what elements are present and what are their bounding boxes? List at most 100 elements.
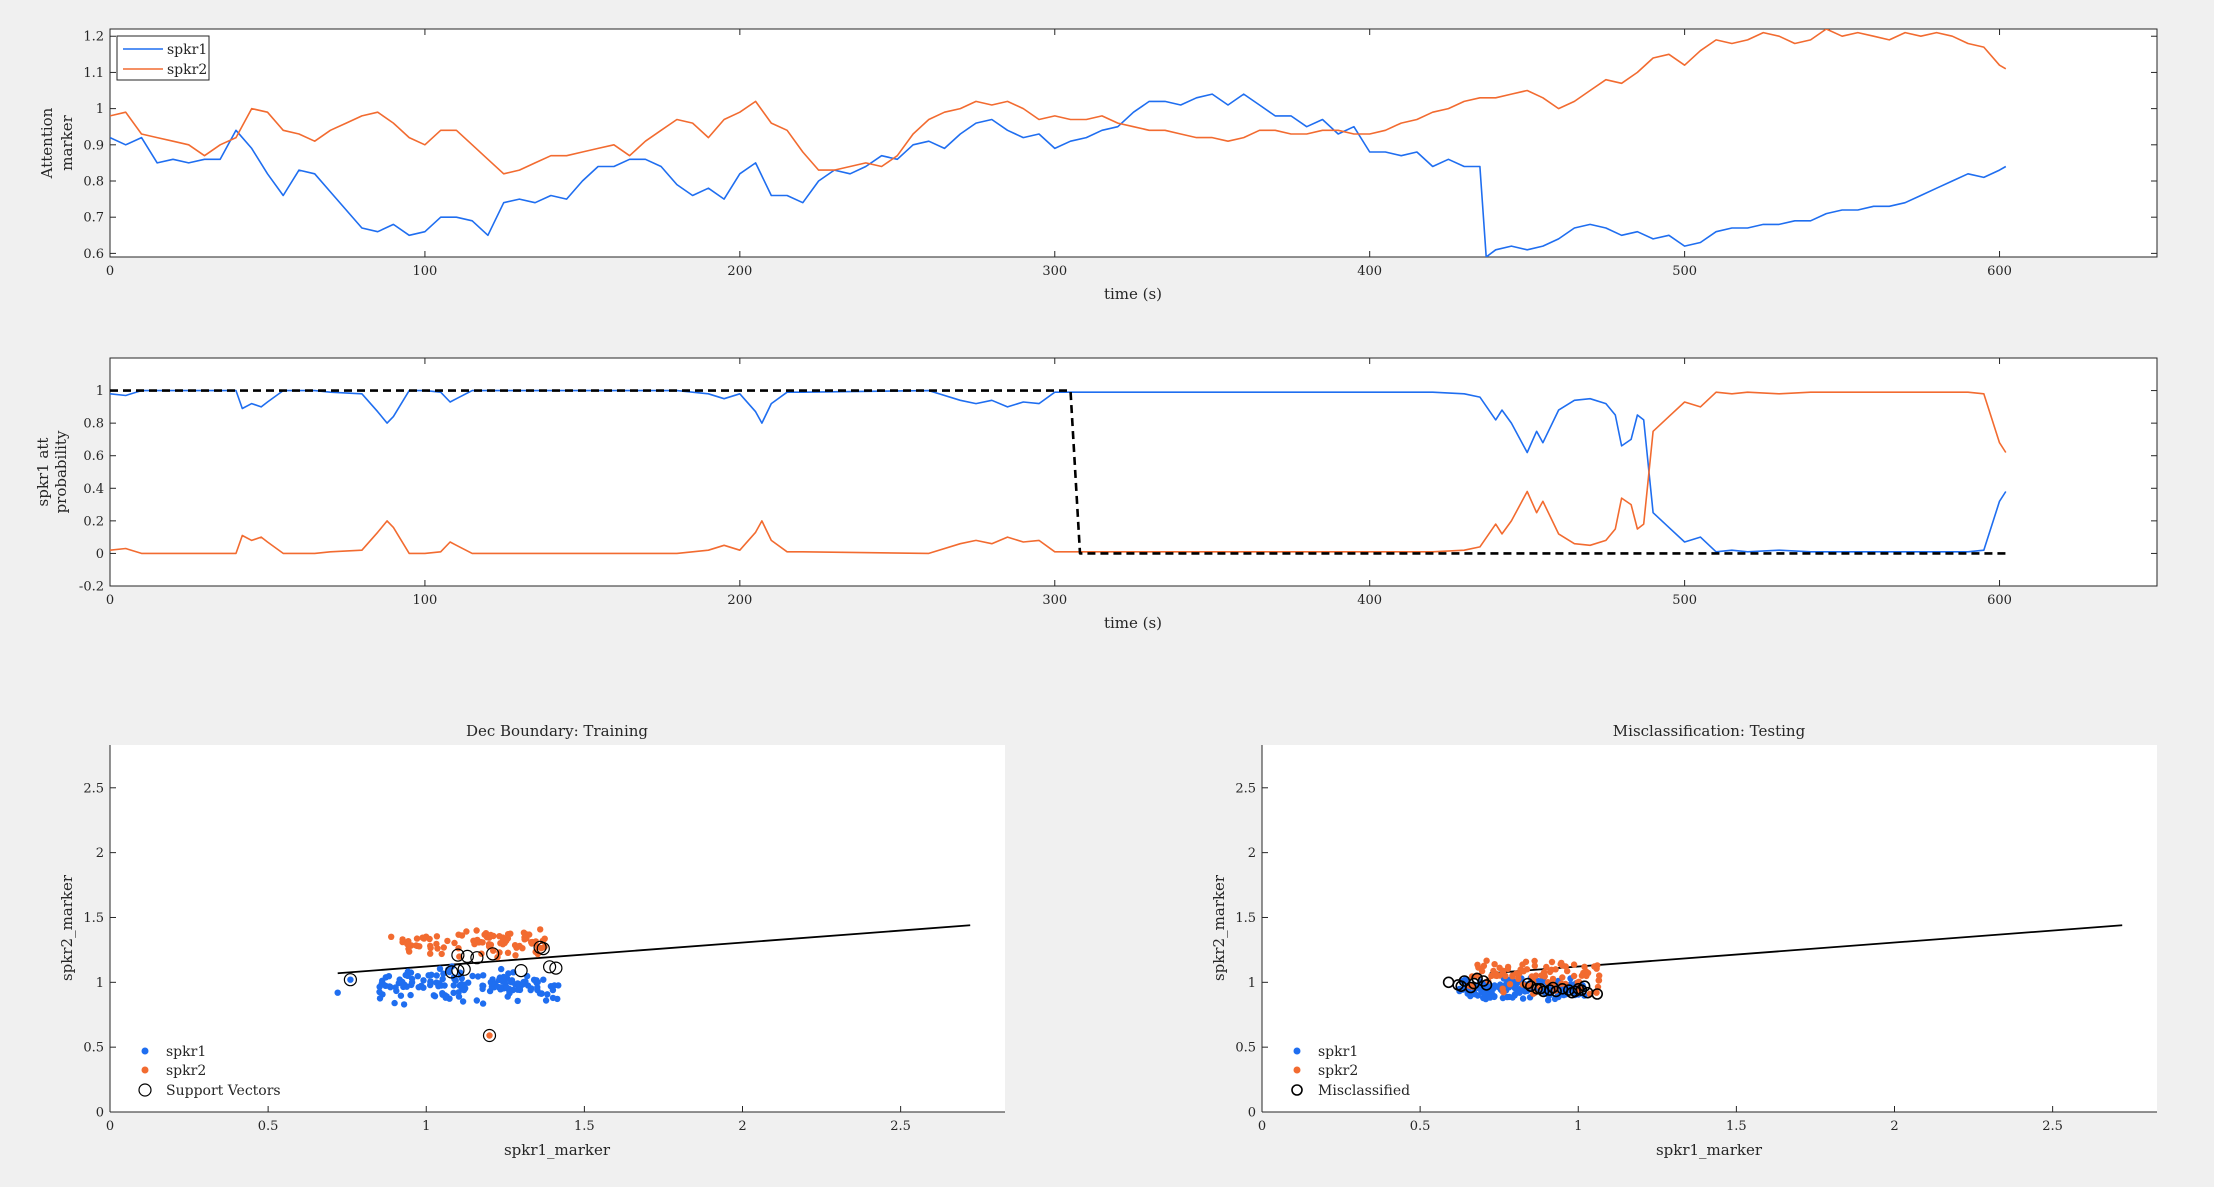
testing-legend-spkr2-marker [1293, 1066, 1301, 1074]
attention-series [110, 29, 2007, 257]
training-spkr2-point [487, 931, 494, 939]
training-spkr1-point [479, 985, 486, 993]
testing-ytick-label: 1.5 [1235, 911, 1256, 926]
training-spkr1-point [480, 972, 487, 979]
training-spkr1-point [400, 1001, 408, 1008]
testing-spkr2-point [1523, 966, 1531, 973]
training-spkr2-point [486, 1032, 493, 1039]
training-decision-line [337, 924, 971, 975]
training-spkr1-point [430, 992, 437, 999]
testing-spkr1-point [1480, 990, 1487, 997]
training-spkr2-point [481, 931, 488, 938]
training-spkr2-point [521, 934, 528, 941]
training-spkr1-point [376, 995, 384, 1002]
training-support-vector [451, 948, 465, 962]
attention-series-spkr2-line [110, 29, 2007, 175]
training-ytick-label: 1.5 [83, 911, 104, 926]
probability-xtick-label: 0 [106, 593, 114, 608]
probability-ytick-label: -0.2 [79, 580, 104, 595]
training-spkr2-point [451, 939, 458, 947]
training-spkr1-point [544, 991, 551, 998]
testing-spkr2-point [1570, 972, 1578, 980]
testing-spkr2-point [1593, 989, 1600, 996]
attention-legend-spkr1-label: spkr1 [167, 42, 207, 58]
testing-spkr2-point [1480, 962, 1488, 969]
training-spkr1-point [391, 999, 398, 1007]
testing-chart: 0 0.5 1 1.5 2 2.5 0 0.5 1 1.5 2 2.5 Misclassificati… [1210, 722, 2157, 1159]
training-spkr1-point [460, 986, 468, 994]
testing-misclassified-point [1471, 972, 1483, 985]
training-spkr1-point [460, 981, 467, 988]
probability-ytick-label: 1 [96, 384, 104, 399]
testing-spkr2-point [1499, 985, 1506, 992]
training-xtick-label: 1 [422, 1119, 430, 1134]
training-spkr1-point [400, 983, 407, 991]
testing-spkr2-point [1491, 961, 1498, 968]
training-spkr2-point [388, 933, 395, 940]
probability-series-spkr2-line [110, 391, 2007, 555]
training-spkr2-point [507, 930, 514, 937]
testing-spkr2-point [1499, 969, 1507, 977]
probability-ticks: 0 100 200 300 400 500 600-0.200.20.40.60.81 [79, 358, 2157, 608]
training-spkr2-point [490, 947, 497, 954]
training-xtick-label: 1.5 [574, 1119, 595, 1134]
testing-spkr1-point [1545, 997, 1552, 1004]
testing-spkr2-point [1483, 957, 1490, 964]
testing-spkr2-point [1581, 963, 1588, 970]
probability-series [110, 389, 2007, 555]
probability-ylabel-2: probability [52, 430, 70, 513]
testing-spkr2-point [1530, 990, 1537, 997]
attention-ytick-label: 0.8 [83, 175, 104, 190]
training-xtick-label: 2 [738, 1119, 746, 1134]
testing-spkr2-point [1549, 975, 1557, 983]
testing-spkr1-point [1504, 993, 1511, 1001]
training-legend-spkr1-label: spkr1 [166, 1044, 206, 1060]
training-spkr2-point [440, 944, 447, 951]
training-spkr1-point [488, 983, 496, 990]
testing-spkr2-point [1541, 973, 1549, 980]
testing-legend-misclassified-label: Misclassified [1318, 1083, 1410, 1099]
training-support-vector [542, 960, 557, 974]
attention-ytick-label: 1 [96, 102, 104, 117]
testing-xtick-label: 0 [1258, 1119, 1266, 1134]
testing-misclassified-point [1521, 977, 1534, 990]
training-spkr1-point [334, 989, 341, 996]
testing-spkr1-point [1511, 984, 1519, 992]
probability-xtick-label: 500 [1672, 593, 1697, 608]
testing-misclassified-point [1578, 980, 1591, 993]
testing-points [1442, 924, 2123, 1004]
training-spkr1-point [386, 983, 393, 990]
testing-spkr2-point [1559, 962, 1566, 969]
testing-misclassified-point [1537, 985, 1550, 998]
training-legend-spkr1-marker [141, 1047, 149, 1055]
probability-ytick-label: 0.6 [83, 449, 104, 464]
probability-ytick-label: 0.2 [83, 514, 104, 529]
training-spkr1-point [439, 991, 446, 998]
training-spkr1-point [503, 984, 510, 991]
training-legend-sv-label: Support Vectors [166, 1083, 281, 1099]
training-spkr1-point [347, 976, 354, 983]
testing-misclassified-point [1547, 981, 1559, 994]
training-spkr2-point [416, 943, 423, 950]
training-spkr2-point [456, 953, 463, 960]
training-ytick-label: 2 [96, 846, 104, 861]
testing-xtick-label: 1.5 [1726, 1119, 1747, 1134]
probability-xlabel: time (s) [1104, 614, 1162, 632]
training-spkr1-point [459, 998, 467, 1005]
testing-spkr2-point [1559, 974, 1566, 981]
training-support-vector [536, 941, 550, 956]
training-spkr2-point [520, 929, 528, 936]
training-spkr2-point [477, 938, 484, 946]
probability-xtick-label: 300 [1042, 593, 1067, 608]
testing-spkr2-point [1506, 981, 1514, 988]
attention-xlabel: time (s) [1104, 285, 1162, 303]
testing-spkr2-point [1519, 961, 1526, 968]
attention-xtick-label: 300 [1042, 264, 1067, 279]
testing-xtick-label: 2 [1890, 1119, 1898, 1134]
training-ticks: 0 0.5 1 1.5 2 2.5 0 0.5 1 1.5 2 2.5 [83, 781, 911, 1134]
training-ylabel: spkr2_marker [58, 874, 76, 981]
training-plot-area [110, 745, 1005, 1112]
training-spkr1-point [455, 993, 463, 1000]
training-spkr1-point [420, 977, 427, 984]
training-xlabel: spkr1_marker [504, 1141, 611, 1159]
